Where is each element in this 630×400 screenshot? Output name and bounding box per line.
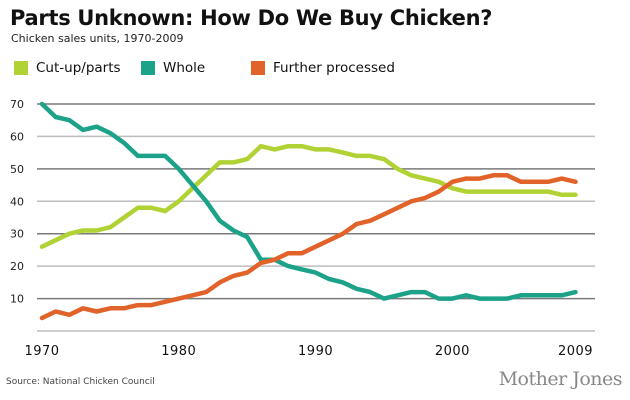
- series-lines: [39, 101, 578, 321]
- x-tick-label: 2009: [558, 344, 593, 359]
- y-tick-label: 40: [10, 195, 24, 208]
- legend-item-further-processed: Further processed: [251, 60, 395, 76]
- brand-logo: Mother Jones: [498, 368, 623, 390]
- legend-item-whole: Whole: [141, 60, 251, 76]
- y-tick-label: 50: [10, 163, 24, 176]
- legend-swatch-whole: [141, 61, 155, 75]
- legend-label-whole: Whole: [163, 60, 206, 76]
- legend-label-further-processed: Further processed: [273, 60, 395, 76]
- legend-label-cut-up: Cut-up/parts: [36, 60, 121, 76]
- legend-swatch-further-processed: [251, 61, 265, 75]
- chart-title: Parts Unknown: How Do We Buy Chicken?: [10, 6, 493, 30]
- source-note: Source: National Chicken Council: [6, 377, 155, 387]
- legend-swatch-cut-up: [14, 61, 28, 75]
- x-axis-ticks: 1970 1980 1990 2000 2009: [24, 344, 593, 359]
- series-line-whole: [39, 101, 578, 301]
- y-tick-label: 60: [10, 130, 24, 143]
- y-tick-label: 10: [10, 293, 24, 306]
- x-tick-label: 1990: [298, 344, 333, 359]
- legend-item-cut-up: Cut-up/parts: [14, 60, 141, 76]
- legend: Cut-up/parts Whole Further processed: [14, 60, 395, 76]
- chart-subtitle: Chicken sales units, 1970-2009: [11, 32, 184, 45]
- y-tick-label: 20: [10, 260, 24, 273]
- x-tick-label: 1980: [161, 344, 196, 359]
- series-line-cut-up-parts: [39, 143, 578, 249]
- x-tick-label: 2000: [435, 344, 470, 359]
- x-tick-label: 1970: [24, 344, 59, 359]
- y-tick-label: 70: [10, 98, 24, 111]
- y-tick-label: 30: [10, 228, 24, 241]
- series-line-further-processed: [39, 173, 578, 321]
- y-axis-ticks: 10 20 30 40 50 60 70: [10, 98, 24, 306]
